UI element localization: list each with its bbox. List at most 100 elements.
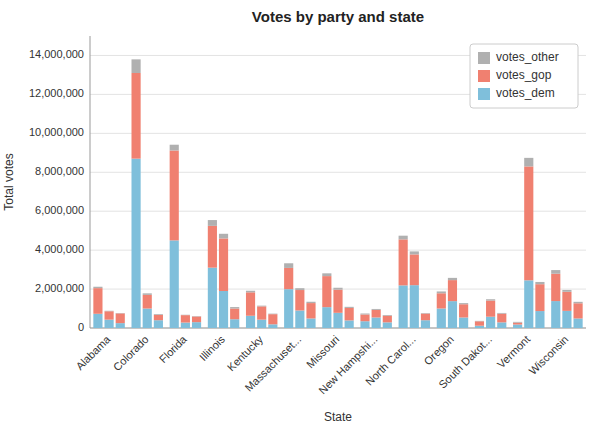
- bar-segment: [448, 280, 457, 301]
- x-tick-label: South Dakot...: [436, 333, 494, 391]
- bar-segment: [345, 308, 354, 320]
- bar-segment: [383, 316, 392, 323]
- bar-segment: [513, 325, 522, 328]
- bar-segment: [306, 318, 315, 328]
- bar-segment: [208, 268, 217, 328]
- chart-container: 02,000,0004,000,0006,000,0008,000,00010,…: [0, 0, 600, 428]
- bar-segment: [513, 323, 522, 325]
- bar-segment: [154, 320, 163, 328]
- bar-segment: [268, 324, 277, 328]
- grid-line: [90, 250, 586, 251]
- bar-segment: [104, 311, 113, 319]
- legend: votes_othervotes_gopvotes_dem: [470, 44, 578, 108]
- bar-segment: [475, 320, 484, 321]
- bar-segment: [154, 315, 163, 320]
- bar-segment: [410, 285, 419, 328]
- y-tick-label: 12,000,000: [29, 87, 84, 99]
- bar-segment: [284, 268, 293, 289]
- bar-segment: [257, 320, 266, 328]
- bar-segment: [360, 321, 369, 328]
- bar-segment: [181, 314, 190, 315]
- bar-segment: [116, 313, 125, 323]
- legend-swatch: [478, 52, 490, 64]
- bar-segment: [399, 285, 408, 328]
- bar-segment: [535, 284, 544, 311]
- y-tick-label: 4,000,000: [35, 243, 84, 255]
- bar-segment: [574, 303, 583, 318]
- bar-segment: [333, 288, 342, 290]
- bar-segment: [372, 310, 381, 318]
- bar-segment: [562, 290, 571, 292]
- bar-segment: [421, 320, 430, 328]
- bar-segment: [497, 312, 506, 314]
- bar-segment: [448, 278, 457, 280]
- y-tick-label: 2,000,000: [35, 282, 84, 294]
- bar-segment: [143, 309, 152, 328]
- bar-segment: [322, 276, 331, 307]
- bar-segment: [306, 303, 315, 318]
- bar-segment: [131, 59, 140, 73]
- x-tick-label: Colorado: [111, 333, 151, 373]
- bar-segment: [170, 145, 179, 151]
- bar-segment: [295, 288, 304, 290]
- bar-segment: [399, 239, 408, 285]
- grid-line: [90, 211, 586, 212]
- x-tick-label: Vermont: [495, 333, 532, 370]
- x-tick-label: Wisconsin: [526, 333, 570, 377]
- bar-segment: [219, 238, 228, 291]
- bar-segment: [475, 326, 484, 328]
- bar-segment: [486, 299, 495, 300]
- bar-segment: [524, 158, 533, 167]
- bar-segment: [93, 314, 102, 328]
- bars: [93, 59, 582, 328]
- bar-segment: [497, 322, 506, 328]
- bar-segment: [93, 287, 102, 288]
- y-tick-label: 14,000,000: [29, 48, 84, 60]
- bar-segment: [192, 317, 201, 323]
- bar-segment: [475, 321, 484, 325]
- bar-segment: [116, 323, 125, 328]
- bar-segment: [333, 313, 342, 328]
- bar-segment: [383, 322, 392, 328]
- x-tick-label: Illinois: [197, 333, 227, 363]
- bar-segment: [345, 307, 354, 308]
- bar-segment: [360, 313, 369, 315]
- bar-segment: [410, 254, 419, 285]
- grid-line: [90, 289, 586, 290]
- x-tick-label: Alabama: [73, 332, 113, 372]
- bar-segment: [513, 321, 522, 323]
- bar-segment: [104, 310, 113, 311]
- bar-segment: [421, 313, 430, 315]
- bar-segment: [143, 295, 152, 309]
- x-tick-label: North Carol...: [363, 333, 418, 388]
- bar-segment: [437, 293, 446, 308]
- bar-segment: [268, 314, 277, 324]
- bar-segment: [181, 323, 190, 328]
- bar-segment: [230, 307, 239, 308]
- bar-segment: [268, 313, 277, 315]
- bar-segment: [345, 320, 354, 328]
- bar-segment: [333, 290, 342, 313]
- legend-label: votes_gop: [496, 68, 552, 82]
- bar-segment: [154, 314, 163, 316]
- bar-segment: [322, 273, 331, 276]
- bar-segment: [246, 316, 255, 328]
- bar-segment: [551, 270, 560, 274]
- bar-segment: [246, 292, 255, 315]
- legend-swatch: [478, 88, 490, 100]
- y-tick-label: 10,000,000: [29, 126, 84, 138]
- bar-segment: [399, 236, 408, 240]
- bar-segment: [219, 291, 228, 328]
- bar-segment: [562, 292, 571, 311]
- bar-segment: [437, 291, 446, 293]
- bar-segment: [437, 308, 446, 328]
- bar-segment: [486, 301, 495, 317]
- bar-segment: [497, 314, 506, 323]
- x-axis-label: State: [324, 410, 352, 424]
- grid-line: [90, 172, 586, 173]
- bar-segment: [551, 274, 560, 301]
- bar-segment: [574, 302, 583, 303]
- bar-segment: [295, 290, 304, 310]
- x-tick-label: Oregon: [421, 333, 455, 367]
- bar-segment: [181, 315, 190, 322]
